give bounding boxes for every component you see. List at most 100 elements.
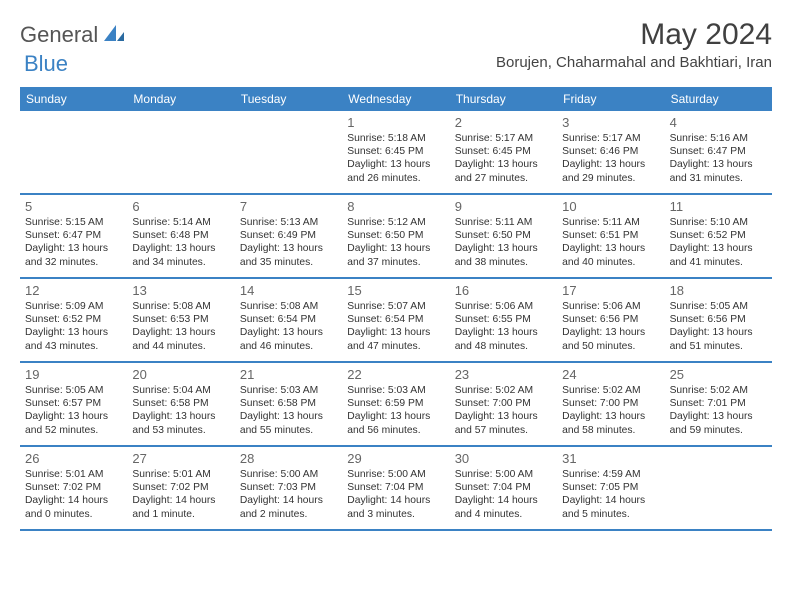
day-cell: 23Sunrise: 5:02 AMSunset: 7:00 PMDayligh… [450, 363, 557, 445]
day-cell: 31 Sunrise: 4:59 AMSunset: 7:05 PMDayligh… [557, 447, 664, 529]
day-cell: 20 Sunrise: 5:04 AMSunset: 6:58 PMDayligh… [127, 363, 234, 445]
day-header: Thursday [450, 87, 557, 111]
day-cell [665, 447, 772, 529]
weeks-container: 1 Sunrise: 5:18 AMSunset: 6:45 PMDaylight… [20, 111, 772, 531]
day-cell: 21Sunrise: 5:03 AMSunset: 6:58 PMDayligh… [235, 363, 342, 445]
day-info: Sunrise: 5:03 AMSunset: 6:59 PMDaylight:… [347, 384, 444, 437]
day-cell: 7 Sunrise: 5:13 AMSunset: 6:49 PMDaylight… [235, 195, 342, 277]
calendar: SundayMondayTuesdayWednesdayThursdayFrid… [20, 87, 772, 531]
day-info: Sunrise: 5:08 AMSunset: 6:54 PMDaylight:… [240, 300, 337, 353]
day-info: Sunrise: 5:05 AMSunset: 6:57 PMDaylight:… [25, 384, 122, 437]
day-cell: 12 Sunrise: 5:09 AMSunset: 6:52 PMDayligh… [20, 279, 127, 361]
day-cell: 15 Sunrise: 5:07 AMSunset: 6:54 PMDayligh… [342, 279, 449, 361]
day-cell: 1 Sunrise: 5:18 AMSunset: 6:45 PMDaylight… [342, 111, 449, 193]
day-cell: 29 Sunrise: 5:00 AMSunset: 7:04 PMDayligh… [342, 447, 449, 529]
day-cell: 17 Sunrise: 5:06 AMSunset: 6:56 PMDayligh… [557, 279, 664, 361]
day-cell: 25 Sunrise: 5:02 AMSunset: 7:01 PMDayligh… [665, 363, 772, 445]
day-number: 6 [132, 199, 229, 214]
day-info: Sunrise: 5:05 AMSunset: 6:56 PMDaylight:… [670, 300, 767, 353]
day-number: 27 [132, 451, 229, 466]
day-info: Sunrise: 4:59 AMSunset: 7:05 PMDaylight:… [562, 468, 659, 521]
day-cell: 3 Sunrise: 5:17 AMSunset: 6:46 PMDaylight… [557, 111, 664, 193]
day-cell: 30 Sunrise: 5:00 AMSunset: 7:04 PMDayligh… [450, 447, 557, 529]
day-number: 2 [455, 115, 552, 130]
week-row: 5 Sunrise: 5:15 AMSunset: 6:47 PMDaylight… [20, 195, 772, 279]
day-cell: 2 Sunrise: 5:17 AMSunset: 6:45 PMDaylight… [450, 111, 557, 193]
week-row: 19 Sunrise: 5:05 AMSunset: 6:57 PMDayligh… [20, 363, 772, 447]
day-number: 9 [455, 199, 552, 214]
day-number: 17 [562, 283, 659, 298]
day-number: 19 [25, 367, 122, 382]
day-number: 1 [347, 115, 444, 130]
logo-sail-icon [102, 23, 126, 48]
day-number: 15 [347, 283, 444, 298]
day-number: 29 [347, 451, 444, 466]
day-cell: 11Sunrise: 5:10 AMSunset: 6:52 PMDayligh… [665, 195, 772, 277]
day-cell: 26Sunrise: 5:01 AMSunset: 7:02 PMDayligh… [20, 447, 127, 529]
day-info: Sunrise: 5:03 AMSunset: 6:58 PMDaylight:… [240, 384, 337, 437]
day-info: Sunrise: 5:11 AMSunset: 6:51 PMDaylight:… [562, 216, 659, 269]
day-number: 18 [670, 283, 767, 298]
day-info: Sunrise: 5:02 AMSunset: 7:01 PMDaylight:… [670, 384, 767, 437]
day-header: Friday [557, 87, 664, 111]
day-cell: 9 Sunrise: 5:11 AMSunset: 6:50 PMDaylight… [450, 195, 557, 277]
day-number: 22 [347, 367, 444, 382]
day-number: 23 [455, 367, 552, 382]
day-number: 7 [240, 199, 337, 214]
day-cell: 24Sunrise: 5:02 AMSunset: 7:00 PMDayligh… [557, 363, 664, 445]
day-number: 16 [455, 283, 552, 298]
day-info: Sunrise: 5:08 AMSunset: 6:53 PMDaylight:… [132, 300, 229, 353]
day-info: Sunrise: 5:15 AMSunset: 6:47 PMDaylight:… [25, 216, 122, 269]
day-cell: 27 Sunrise: 5:01 AMSunset: 7:02 PMDayligh… [127, 447, 234, 529]
day-number: 12 [25, 283, 122, 298]
day-number: 31 [562, 451, 659, 466]
day-number: 3 [562, 115, 659, 130]
day-cell [127, 111, 234, 193]
day-cell: 19 Sunrise: 5:05 AMSunset: 6:57 PMDayligh… [20, 363, 127, 445]
day-number: 28 [240, 451, 337, 466]
month-title: May 2024 [496, 18, 772, 52]
day-info: Sunrise: 5:09 AMSunset: 6:52 PMDaylight:… [25, 300, 122, 353]
day-header: Sunday [20, 87, 127, 111]
day-cell [235, 111, 342, 193]
day-number: 30 [455, 451, 552, 466]
day-info: Sunrise: 5:17 AMSunset: 6:46 PMDaylight:… [562, 132, 659, 185]
day-header: Tuesday [235, 87, 342, 111]
day-info: Sunrise: 5:00 AMSunset: 7:04 PMDaylight:… [347, 468, 444, 521]
day-info: Sunrise: 5:11 AMSunset: 6:50 PMDaylight:… [455, 216, 552, 269]
logo: General [20, 18, 128, 48]
week-row: 12 Sunrise: 5:09 AMSunset: 6:52 PMDayligh… [20, 279, 772, 363]
day-header: Saturday [665, 87, 772, 111]
day-headers-row: SundayMondayTuesdayWednesdayThursdayFrid… [20, 87, 772, 111]
day-info: Sunrise: 5:18 AMSunset: 6:45 PMDaylight:… [347, 132, 444, 185]
day-number: 11 [670, 199, 767, 214]
day-number: 8 [347, 199, 444, 214]
day-number: 13 [132, 283, 229, 298]
day-info: Sunrise: 5:13 AMSunset: 6:49 PMDaylight:… [240, 216, 337, 269]
day-number: 25 [670, 367, 767, 382]
week-row: 26 Sunrise: 5:01 AMSunset: 7:02 PMDayligh… [20, 447, 772, 531]
day-number: 14 [240, 283, 337, 298]
day-info: Sunrise: 5:00 AMSunset: 7:04 PMDaylight:… [455, 468, 552, 521]
day-info: Sunrise: 5:00 AMSunset: 7:03 PMDaylight:… [240, 468, 337, 521]
day-info: Sunrise: 5:16 AMSunset: 6:47 PMDaylight:… [670, 132, 767, 185]
day-header: Wednesday [342, 87, 449, 111]
day-number: 24 [562, 367, 659, 382]
day-info: Sunrise: 5:06 AMSunset: 6:55 PMDaylight:… [455, 300, 552, 353]
day-cell [20, 111, 127, 193]
day-info: Sunrise: 5:06 AMSunset: 6:56 PMDaylight:… [562, 300, 659, 353]
day-number: 26 [25, 451, 122, 466]
logo-text-general: General [20, 22, 98, 48]
day-cell: 4Sunrise: 5:16 AMSunset: 6:47 PMDaylight… [665, 111, 772, 193]
day-number: 5 [25, 199, 122, 214]
week-row: 1 Sunrise: 5:18 AMSunset: 6:45 PMDaylight… [20, 111, 772, 195]
day-number: 10 [562, 199, 659, 214]
day-cell: 13 Sunrise: 5:08 AMSunset: 6:53 PMDayligh… [127, 279, 234, 361]
day-info: Sunrise: 5:17 AMSunset: 6:45 PMDaylight:… [455, 132, 552, 185]
day-number: 20 [132, 367, 229, 382]
day-info: Sunrise: 5:07 AMSunset: 6:54 PMDaylight:… [347, 300, 444, 353]
day-info: Sunrise: 5:04 AMSunset: 6:58 PMDaylight:… [132, 384, 229, 437]
day-header: Monday [127, 87, 234, 111]
logo-text-blue: Blue [24, 51, 68, 76]
day-info: Sunrise: 5:01 AMSunset: 7:02 PMDaylight:… [132, 468, 229, 521]
